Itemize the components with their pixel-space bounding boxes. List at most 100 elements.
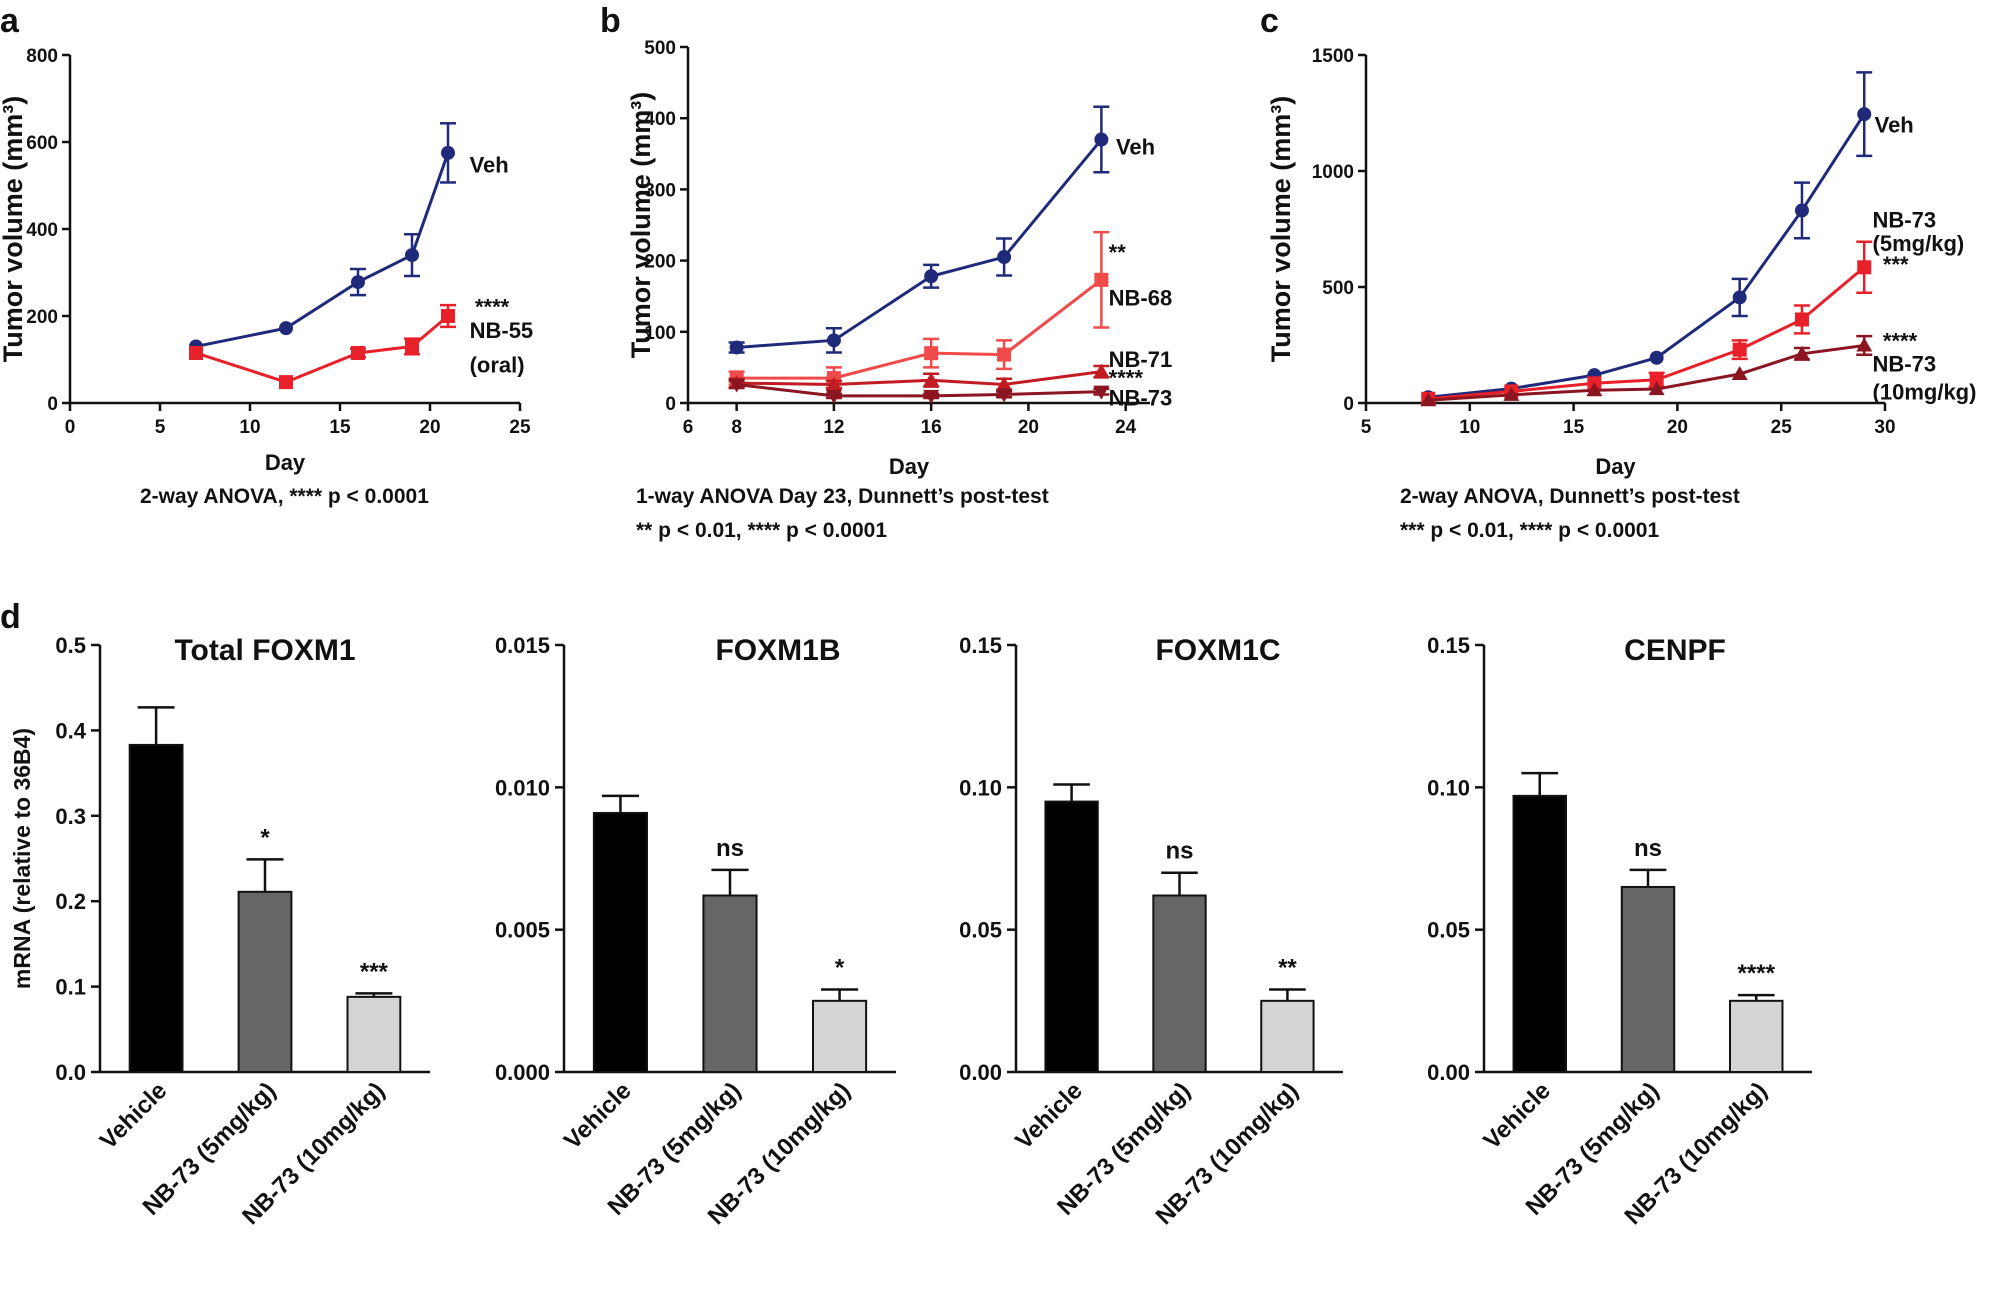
stat-note: ** p < 0.01, **** p < 0.0001 (636, 519, 887, 542)
stat-note: 2-way ANOVA, **** p < 0.0001 (140, 485, 429, 508)
data-point (1794, 203, 1809, 218)
series-annotation: NB-73 (1109, 385, 1173, 410)
significance-label: *** (360, 958, 389, 985)
series-nb-73-10mg-kg- (1420, 334, 1873, 407)
data-point (405, 339, 419, 354)
series-annotation: NB-73 (1873, 352, 1937, 377)
stat-note: *** p < 0.01, **** p < 0.0001 (1400, 519, 1659, 542)
y-tick-label: 800 (26, 46, 58, 67)
y-tick-label: 0.15 (1427, 633, 1470, 658)
series-annotation: **** (475, 294, 510, 319)
significance-label: ** (1278, 954, 1297, 981)
y-tick-label: 500 (644, 38, 676, 59)
bar-chart-d2: FOXM1B0.0000.0050.0100.015VehiclensNB-73… (495, 633, 896, 1230)
line-chart-a: 0 200 400 600 800 0 5 10 15 20 25 Tumor volume (mm³… (0, 46, 533, 508)
bar (1729, 999, 1784, 1073)
data-point (1732, 290, 1747, 305)
y-tick-label: 0 (47, 394, 58, 415)
x-tick-label: Vehicle (1478, 1077, 1556, 1155)
y-tick-label: 0.015 (495, 633, 550, 658)
bar (1512, 794, 1568, 1074)
series-annotation: Veh (1875, 113, 1914, 138)
chart-title: CENPF (1624, 634, 1726, 667)
y-axis-label: mRNA (relative to 36B4) (9, 728, 35, 989)
bar (1152, 894, 1207, 1073)
data-point (279, 321, 293, 336)
series-line (736, 138, 1103, 349)
series-annotation: Veh (470, 153, 509, 178)
data-point (1649, 350, 1664, 365)
y-tick-label: 0.005 (495, 918, 550, 943)
chart-title: FOXM1C (1155, 634, 1280, 667)
panel-letter-b: b (600, 2, 621, 40)
y-tick-label: 200 (644, 252, 676, 273)
y-tick-label: 100 (644, 323, 676, 344)
data-point (279, 375, 293, 390)
x-tick-label: Vehicle (95, 1077, 173, 1155)
x-axis-label: Day (889, 454, 930, 479)
y-tick-label: 0.00 (1427, 1060, 1470, 1085)
x-tick-label: Vehicle (559, 1077, 637, 1155)
x-tick-label: 6 (683, 417, 694, 438)
series-annotation: NB-68 (1109, 286, 1173, 311)
data-point (1794, 312, 1809, 327)
series-nb-68 (728, 230, 1110, 391)
series-annotation: **** (1883, 328, 1918, 353)
y-tick-label: 200 (26, 307, 58, 328)
x-tick-label: Vehicle (1010, 1077, 1088, 1155)
data-point (996, 388, 1013, 403)
line-chart-c: 0 500 1000 1500 5 10 15 20 25 30 Tumor volume (mm³… (1266, 46, 1976, 542)
data-point (923, 389, 940, 404)
x-tick-label: 25 (1771, 417, 1793, 438)
bar-chart-d1: Total FOXM1 0.0 0.1 0.2 0.3 0.4 0.5 mRNA (relat… (9, 633, 430, 1230)
significance-label: * (260, 824, 270, 851)
bar (812, 999, 868, 1073)
x-tick-label: 25 (509, 417, 531, 438)
x-tick-label: 10 (1459, 417, 1480, 438)
series-nb-73-5mg-kg- (1421, 240, 1873, 406)
data-point (825, 389, 842, 404)
series-annotation: NB-71 (1109, 347, 1173, 372)
x-tick-label: 20 (1018, 417, 1039, 438)
significance-label: ns (716, 835, 744, 862)
bar (592, 811, 649, 1073)
bar (1260, 999, 1315, 1073)
data-point (1093, 385, 1110, 400)
x-tick-label: 0 (65, 417, 76, 438)
data-point (351, 275, 365, 290)
data-point (441, 145, 455, 160)
y-axis-label: Tumor volume (mm³) (626, 92, 656, 359)
data-point (825, 376, 842, 391)
x-axis-label: Day (265, 450, 306, 475)
bar (237, 890, 293, 1074)
data-point (997, 347, 1012, 362)
x-tick-label: 8 (731, 417, 742, 438)
data-point (1094, 132, 1109, 147)
y-tick-label: 1000 (1312, 162, 1354, 183)
series-annotation: (5mg/kg) (1873, 231, 1965, 256)
bar (128, 743, 184, 1074)
data-point (997, 250, 1012, 265)
data-point (1503, 386, 1520, 401)
data-point (924, 269, 939, 284)
bar (346, 995, 402, 1074)
data-point (728, 378, 745, 393)
y-tick-label: 400 (644, 109, 676, 130)
y-tick-label: 0.000 (495, 1060, 550, 1085)
series-annotation: **** (1109, 365, 1144, 390)
data-point (923, 372, 940, 387)
significance-label: **** (1738, 960, 1776, 987)
y-axis-label: Tumor volume (mm³) (1266, 96, 1296, 363)
significance-label: ns (1165, 838, 1193, 865)
series-annotation: (10mg/kg) (1873, 379, 1977, 404)
y-tick-label: 1500 (1312, 46, 1354, 67)
series-veh (189, 122, 456, 354)
line-chart-b: 0 100 200 300 400 500 6 8 12 16 20 24 Tumor volume (… (626, 38, 1172, 542)
x-axis-label: Day (1595, 454, 1636, 479)
y-tick-label: 0.4 (55, 718, 86, 743)
bar (1044, 800, 1099, 1073)
y-tick-label: 0.0 (55, 1060, 86, 1085)
